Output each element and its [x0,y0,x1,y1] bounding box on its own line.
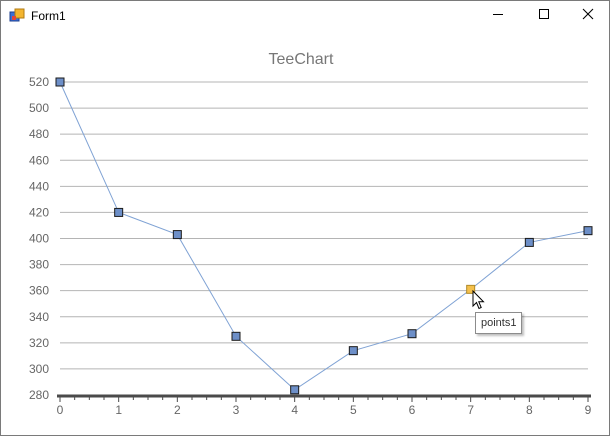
highlighted-data-point-marker[interactable] [466,284,476,294]
x-tick-label: 5 [350,403,357,417]
x-tick-label: 7 [467,403,474,417]
data-point-marker[interactable] [583,226,593,236]
y-tick-label: 520 [29,75,49,89]
data-point-marker[interactable] [55,77,65,87]
y-tick-label: 460 [29,153,49,167]
maximize-icon [538,7,550,25]
y-tick-label: 300 [29,362,49,376]
x-tick-label: 0 [57,403,64,417]
form-icon [9,8,25,24]
window-title: Form1 [31,9,66,23]
title-bar[interactable]: Form1 [1,1,609,31]
data-point-marker[interactable] [172,230,182,240]
maximize-button[interactable] [521,1,567,31]
y-tick-label: 320 [29,336,49,350]
series-tooltip: points1 [475,312,523,334]
minimize-icon [492,7,504,25]
y-tick-label: 420 [29,205,49,219]
close-button[interactable] [565,1,610,31]
data-point-marker[interactable] [231,331,241,341]
y-tick-label: 340 [29,310,49,324]
mouse-cursor-icon [472,289,486,317]
line-chart[interactable]: 280 300 320 340 360 380 400 420 440 460 480 500 520 0… [1,31,609,435]
x-tick-label: 4 [291,403,298,417]
x-tick-label: 6 [409,403,416,417]
data-point-marker[interactable] [348,346,358,356]
x-tick-label: 8 [526,403,533,417]
y-tick-label: 440 [29,179,49,193]
y-tick-label: 400 [29,232,49,246]
data-point-marker[interactable] [407,329,417,339]
x-tick-label: 1 [115,403,122,417]
y-tick-label: 480 [29,127,49,141]
x-tick-label: 3 [233,403,240,417]
chart-area[interactable]: TeeChart 280 300 320 340 360 380 400 420 440 460 4… [1,31,609,435]
data-point-marker[interactable] [114,207,124,217]
minimize-button[interactable] [475,1,521,31]
y-tick-label: 500 [29,101,49,115]
data-point-marker[interactable] [524,237,534,247]
y-tick-label: 360 [29,284,49,298]
y-tick-label: 380 [29,258,49,272]
data-point-marker[interactable] [290,385,300,395]
chart-title: TeeChart [268,51,334,68]
close-icon [582,7,594,25]
x-tick-label: 2 [174,403,181,417]
y-tick-label: 280 [29,388,49,402]
series-line [59,81,589,391]
x-tick-label: 9 [585,403,592,417]
